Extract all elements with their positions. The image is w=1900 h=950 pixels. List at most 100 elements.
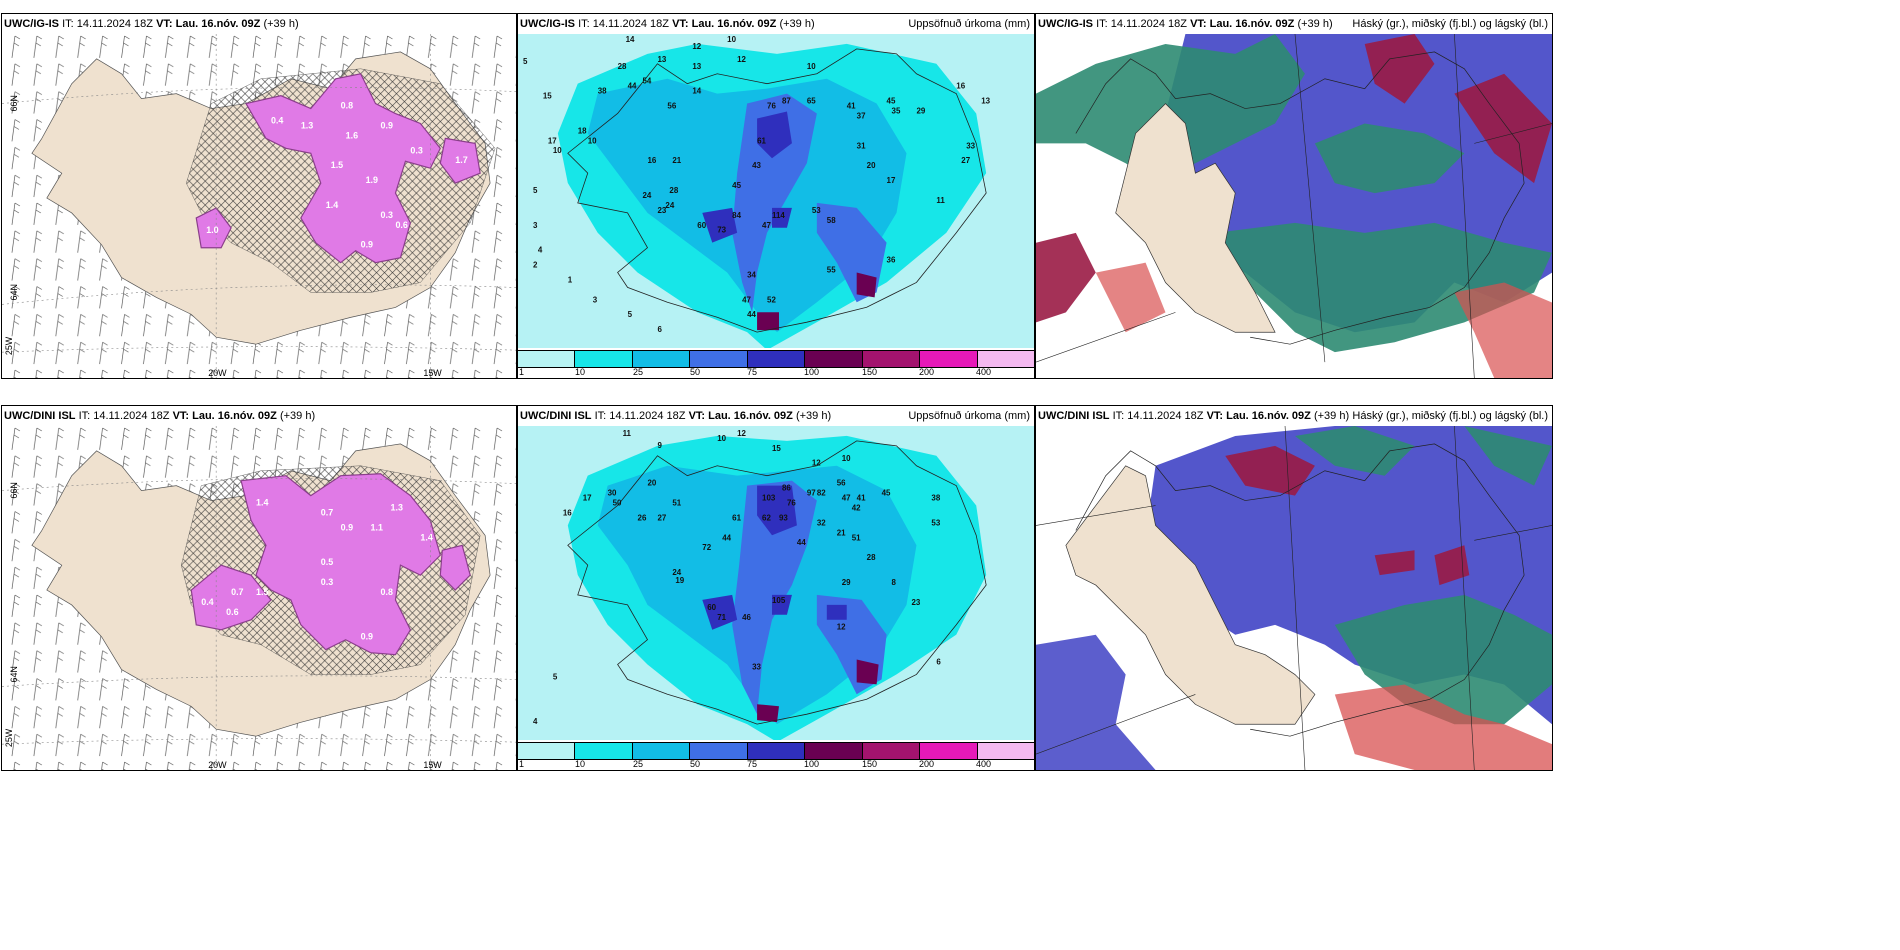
svg-text:58: 58 (827, 216, 836, 225)
svg-text:0.7: 0.7 (231, 587, 243, 597)
grid-lines (1036, 34, 1552, 378)
svg-text:93: 93 (779, 513, 788, 522)
precip-values: 11 9 10 12 15 12 10 17 16 30 50 51 20 26… (533, 429, 941, 726)
svg-text:16: 16 (647, 156, 656, 165)
low-cloud-area-2 (1334, 684, 1552, 770)
svg-text:12: 12 (837, 623, 846, 632)
cloud-map (1036, 426, 1552, 770)
svg-text:12: 12 (812, 459, 821, 468)
legend-colorbar (518, 350, 1034, 368)
svg-text:60: 60 (707, 603, 716, 612)
coastline (1075, 443, 1525, 737)
svg-text:29: 29 (916, 107, 925, 116)
iceland-land (1065, 465, 1316, 725)
precip-map-panel-bottom: UWC/DINI ISL IT: 14.11.2024 18Z VT: Lau.… (517, 405, 1035, 771)
svg-text:1.3: 1.3 (301, 120, 313, 130)
svg-text:10: 10 (807, 62, 816, 71)
svg-text:84: 84 (732, 211, 741, 220)
svg-text:27: 27 (961, 156, 970, 165)
svg-text:11: 11 (623, 429, 632, 438)
coastline (567, 48, 987, 333)
lon-label-25: 25W (4, 728, 14, 747)
cloud-map (1036, 34, 1552, 378)
svg-text:20: 20 (867, 161, 876, 170)
svg-text:0.8: 0.8 (381, 587, 393, 597)
svg-text:18: 18 (578, 126, 587, 135)
lat-label-64: 64N (9, 284, 19, 300)
legend-ticks: 1 10 25 50 75 100 150 200 400 (519, 759, 992, 769)
svg-text:17: 17 (887, 176, 896, 185)
svg-text:14: 14 (692, 87, 701, 96)
svg-text:51: 51 (672, 499, 681, 508)
svg-text:21: 21 (672, 156, 681, 165)
low-cloud-area-2 (1095, 262, 1552, 378)
svg-text:0.4: 0.4 (271, 115, 283, 125)
svg-text:61: 61 (757, 136, 766, 145)
svg-text:16: 16 (956, 82, 965, 91)
precip-map-panel-top: UWC/IG-IS IT: 14.11.2024 18Z VT: Lau. 16… (517, 13, 1035, 379)
svg-text:13: 13 (657, 55, 666, 64)
svg-text:43: 43 (752, 161, 761, 170)
svg-text:65: 65 (807, 97, 816, 106)
svg-text:56: 56 (837, 479, 846, 488)
svg-text:14: 14 (626, 35, 635, 44)
svg-text:1.0: 1.0 (206, 225, 218, 235)
svg-text:82: 82 (817, 489, 826, 498)
svg-text:44: 44 (797, 538, 806, 547)
svg-text:60: 60 (697, 221, 706, 230)
lon-label-20: 20W (208, 760, 227, 770)
panel-header: UWC/DINI ISL IT: 14.11.2024 18Z VT: Lau.… (2, 406, 516, 426)
svg-text:13: 13 (981, 97, 990, 106)
svg-text:1.5: 1.5 (256, 587, 268, 597)
svg-text:27: 27 (657, 513, 666, 522)
svg-text:10: 10 (553, 146, 562, 155)
svg-text:45: 45 (882, 489, 891, 498)
high-cloud-area-2 (1215, 222, 1552, 353)
svg-text:47: 47 (842, 494, 851, 503)
svg-text:0.9: 0.9 (361, 632, 373, 642)
snow-values: 0.4 1.3 0.8 1.6 0.9 1.5 1.9 0.3 1.0 0.6 … (206, 101, 467, 250)
svg-text:0.5: 0.5 (321, 557, 333, 567)
grid-lines (1036, 426, 1552, 770)
svg-text:4: 4 (538, 246, 543, 255)
svg-text:19: 19 (675, 576, 684, 585)
svg-text:24: 24 (672, 568, 681, 577)
svg-text:44: 44 (628, 82, 637, 91)
snow-depth-area-east (439, 544, 471, 591)
svg-text:52: 52 (767, 295, 776, 304)
svg-text:33: 33 (966, 141, 975, 150)
svg-text:17: 17 (583, 494, 592, 503)
precip-map: 14 12 10 12 13 13 15 5 28 38 44 56 14 54… (518, 34, 1034, 350)
svg-text:45: 45 (732, 181, 741, 190)
svg-text:54: 54 (643, 77, 652, 86)
panel-header: UWC/DINI ISL IT: 14.11.2024 18Z VT: Lau.… (1036, 406, 1552, 426)
legend-colorbar (518, 742, 1034, 760)
svg-text:114: 114 (772, 211, 785, 220)
precip-map: 11 9 10 12 15 12 10 17 16 30 50 51 20 26… (518, 426, 1034, 742)
svg-text:1.3: 1.3 (390, 503, 402, 513)
svg-text:87: 87 (782, 97, 791, 106)
svg-text:15: 15 (772, 444, 781, 453)
panel-header: UWC/IG-IS IT: 14.11.2024 18Z VT: Lau. 16… (1036, 14, 1552, 34)
svg-text:12: 12 (692, 42, 701, 51)
svg-text:12: 12 (737, 429, 746, 438)
svg-text:1.4: 1.4 (326, 200, 338, 210)
svg-text:10: 10 (842, 454, 851, 463)
lon-label-20: 20W (208, 368, 227, 378)
svg-text:46: 46 (742, 613, 751, 622)
svg-text:23: 23 (657, 206, 666, 215)
svg-text:6: 6 (936, 657, 941, 666)
lat-label-66: 66N (9, 482, 19, 498)
svg-text:51: 51 (852, 533, 861, 542)
cloud-map-panel-bottom: UWC/DINI ISL IT: 14.11.2024 18Z VT: Lau.… (1035, 405, 1553, 771)
svg-text:12: 12 (737, 55, 746, 64)
svg-text:0.3: 0.3 (410, 145, 422, 155)
svg-text:62: 62 (762, 513, 771, 522)
svg-text:29: 29 (842, 578, 851, 587)
svg-text:23: 23 (911, 598, 920, 607)
snow-map-panel-top: UWC/IG-IS IT: 14.11.2024 18Z VT: Lau. 16… (1, 13, 517, 379)
mid-cloud-area-sw (1036, 634, 1156, 770)
lat-label-64: 64N (9, 666, 19, 682)
svg-text:73: 73 (717, 226, 726, 235)
svg-text:28: 28 (867, 553, 876, 562)
